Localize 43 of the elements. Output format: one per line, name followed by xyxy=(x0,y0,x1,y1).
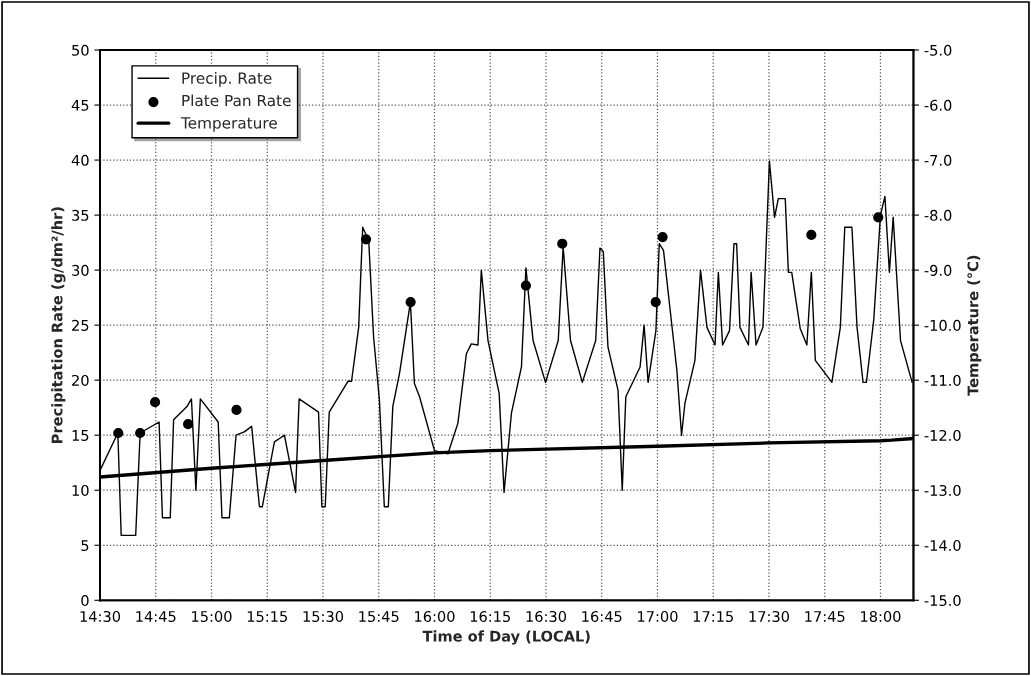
y2-tick-label: -13.0 xyxy=(924,484,961,496)
y2-tick-label: -5.0 xyxy=(924,44,952,56)
y-axis-title: Precipitation Rate (g/dm²/hr) xyxy=(51,207,66,443)
x-tick-label: 17:00 xyxy=(638,610,678,622)
y2-tick-label: -10.0 xyxy=(924,319,961,331)
y-tick-label: 45 xyxy=(71,99,89,111)
x-tick-label: 15:45 xyxy=(359,611,399,622)
y2-tick-label: -8.0 xyxy=(924,209,952,221)
y2-axis-title: Temperature (°C) xyxy=(967,255,982,396)
y-tick-label: 35 xyxy=(72,209,89,221)
y-tick-label: 0 xyxy=(81,595,89,607)
y2-tick-label: -14.0 xyxy=(924,539,961,552)
x-tick-label: 14:45 xyxy=(136,611,176,622)
y-tick-label: 30 xyxy=(72,264,89,276)
y-tick-label: 25 xyxy=(72,319,89,331)
y2-tick-label: -9.0 xyxy=(924,264,952,276)
x-tick-label: 16:00 xyxy=(415,610,455,622)
x-tick-label: 16:15 xyxy=(470,610,510,622)
x-tick-label: 16:30 xyxy=(526,610,567,622)
x-axis-title: Time of Day (LOCAL) xyxy=(422,630,590,645)
y2-tick-label: -11.0 xyxy=(924,374,961,386)
x-tick-label: 15:00 xyxy=(192,610,232,622)
y-tick-label: 5 xyxy=(81,540,89,552)
y-tick-label: 10 xyxy=(72,484,89,496)
x-tick-label: 17:45 xyxy=(805,611,845,622)
y-tick-label: 20 xyxy=(72,374,89,386)
x-tick-label: 18:00 xyxy=(861,610,901,622)
y2-tick-label: -6.0 xyxy=(924,99,952,111)
y-tick-label: 40 xyxy=(71,154,89,166)
x-tick-label: 15:30 xyxy=(303,610,344,622)
x-tick-label: 17:30 xyxy=(749,610,790,622)
x-tick-label: 16:45 xyxy=(582,610,622,622)
x-tick-label: 15:15 xyxy=(247,611,287,622)
legend-label: Precip. Rate xyxy=(182,72,272,87)
x-tick-label: 14:30 xyxy=(80,610,121,622)
y2-tick-label: -12.0 xyxy=(924,429,961,441)
legend-label: Plate Pan Rate xyxy=(182,94,291,107)
legend-label: Temperature xyxy=(180,117,277,132)
x-tick-label: 17:15 xyxy=(693,611,733,622)
y-tick-label: 50 xyxy=(72,44,89,56)
y2-tick-label: -15.0 xyxy=(924,595,961,607)
y2-tick-label: -7.0 xyxy=(924,154,952,166)
y-tick-label: 15 xyxy=(72,430,89,441)
